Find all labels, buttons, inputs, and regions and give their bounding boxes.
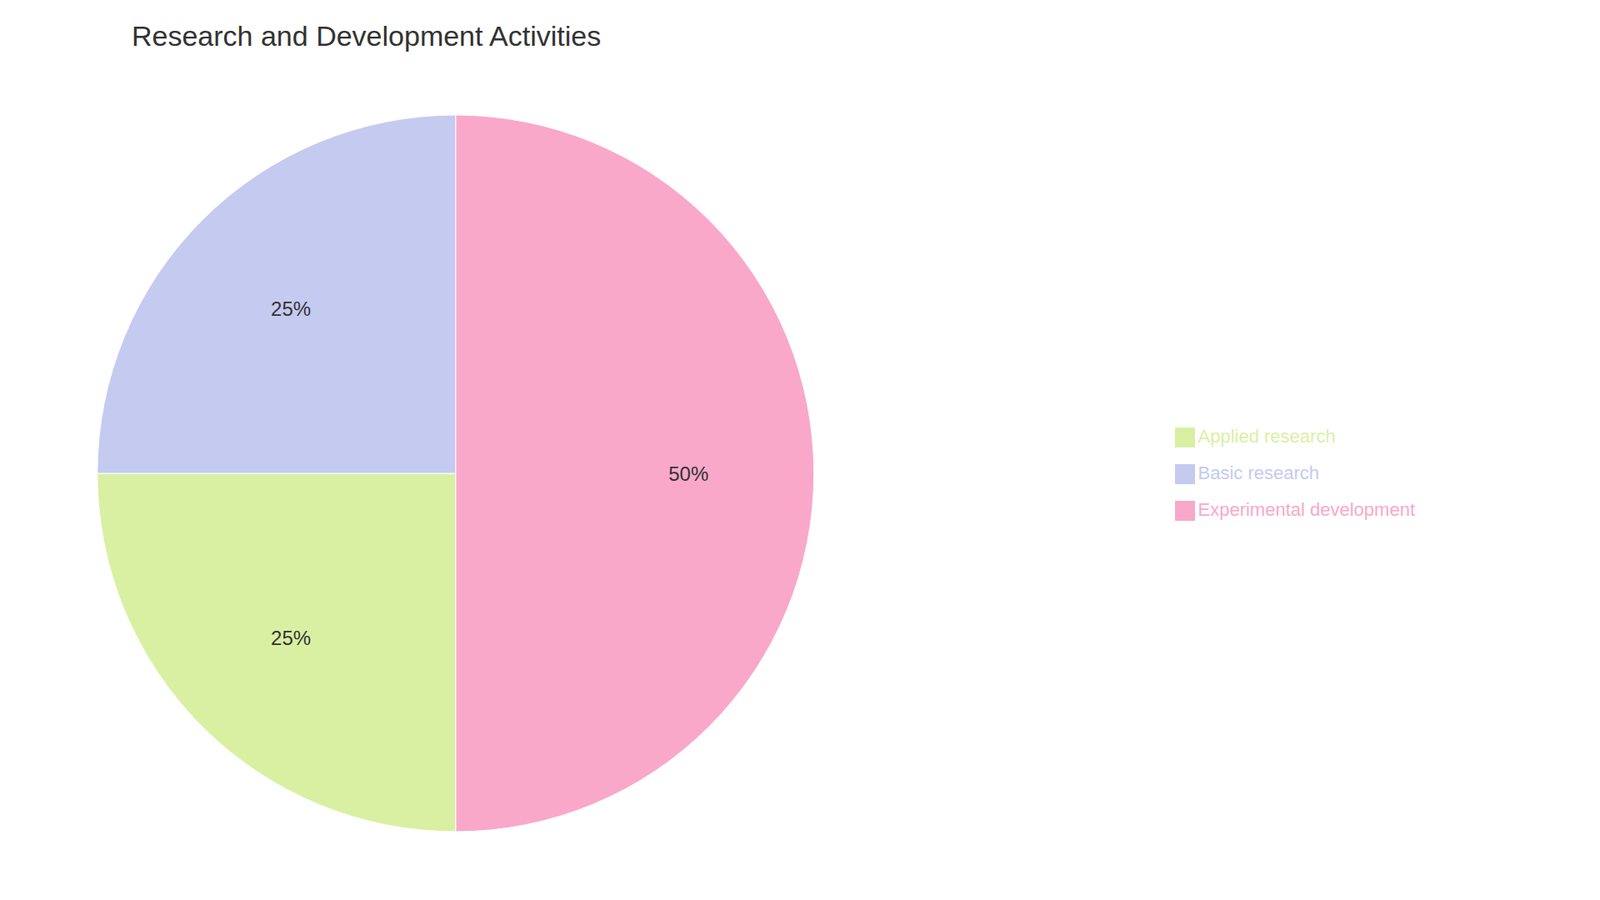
html-text:Applied research: Applied research — [1197, 425, 1336, 447]
html-text:Basic research: Basic research — [1197, 462, 1320, 484]
svg-text:25%: 25% — [270, 626, 311, 650]
html-text:Experimental development: Experimental development — [1197, 499, 1415, 520]
svg-text:50%: 50% — [668, 462, 709, 485]
svg-text:25%: 25% — [270, 297, 311, 320]
html-text:Research and Development Activ: Research and Development Activities — [131, 20, 601, 52]
